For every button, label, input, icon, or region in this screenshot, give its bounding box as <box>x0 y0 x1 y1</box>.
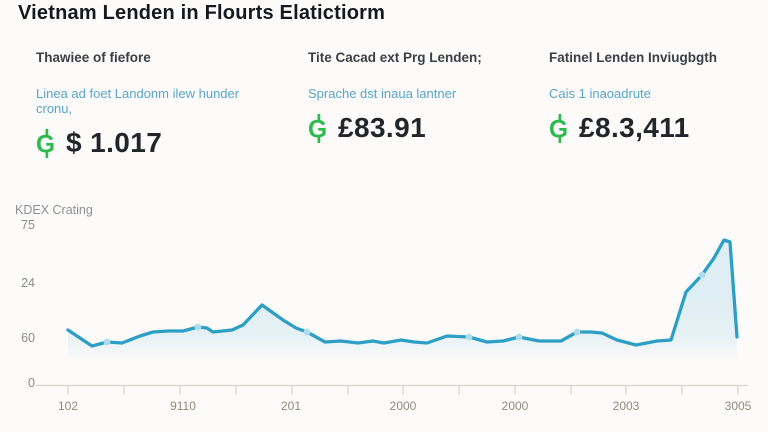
stat-value: $ 1.017 <box>66 127 163 158</box>
green-currency-g-icon: G <box>308 113 327 143</box>
stat-label: Tite Cacad ext Prg Lenden; <box>308 50 482 65</box>
x-tick-label: 201 <box>280 399 302 413</box>
y-tick-label: 60 <box>21 331 35 345</box>
stat-value-row: G $ 1.017 <box>36 127 276 159</box>
x-tick-label: 2000 <box>389 399 417 413</box>
y-tick-label: 0 <box>28 376 35 390</box>
x-tick-label: 102 <box>57 399 79 413</box>
svg-text:G: G <box>36 131 55 158</box>
green-currency-g-icon: G <box>549 113 568 143</box>
page-title: Vietnam Lenden in Flourts Elatictiorm <box>18 2 386 24</box>
green-currency-g-icon: G <box>36 128 55 158</box>
svg-text:G: G <box>549 116 568 143</box>
stat-sublabel: Linea ad foet Landonm ilew hunder cronu, <box>36 86 240 116</box>
stat-sublabel: Sprache dst inaua lantner <box>308 86 457 101</box>
stat-value: £8.3,411 <box>579 112 690 143</box>
stat-label: Fatinel Lenden Inviugbgth <box>549 50 717 65</box>
x-tick-label: 9110 <box>170 399 196 413</box>
y-tick-label: 75 <box>21 218 35 232</box>
x-tick-label: 3005 <box>724 399 752 413</box>
x-tick-label: 2000 <box>501 399 529 413</box>
stat-card-2: Tite Cacad ext Prg Lenden; Sprache dst i… <box>308 50 548 144</box>
stat-value-row: G £83.91 <box>308 112 548 144</box>
chart-title: KDEX Crating <box>15 203 93 217</box>
stat-sublabel: Cais 1 inaoadrute <box>549 86 651 101</box>
stat-value: £83.91 <box>338 112 427 143</box>
stat-value-row: G £8.3,411 <box>549 112 768 144</box>
stat-card-3: Fatinel Lenden Inviugbgth Cais 1 inaoadr… <box>549 50 768 144</box>
stat-label: Thawiee of fiefore <box>36 50 151 65</box>
stat-card-1: Thawiee of fiefore Linea ad foet Landonm… <box>36 50 276 159</box>
svg-text:G: G <box>308 116 327 143</box>
x-tick-label: 2003 <box>612 399 640 413</box>
y-tick-label: 24 <box>21 276 35 290</box>
